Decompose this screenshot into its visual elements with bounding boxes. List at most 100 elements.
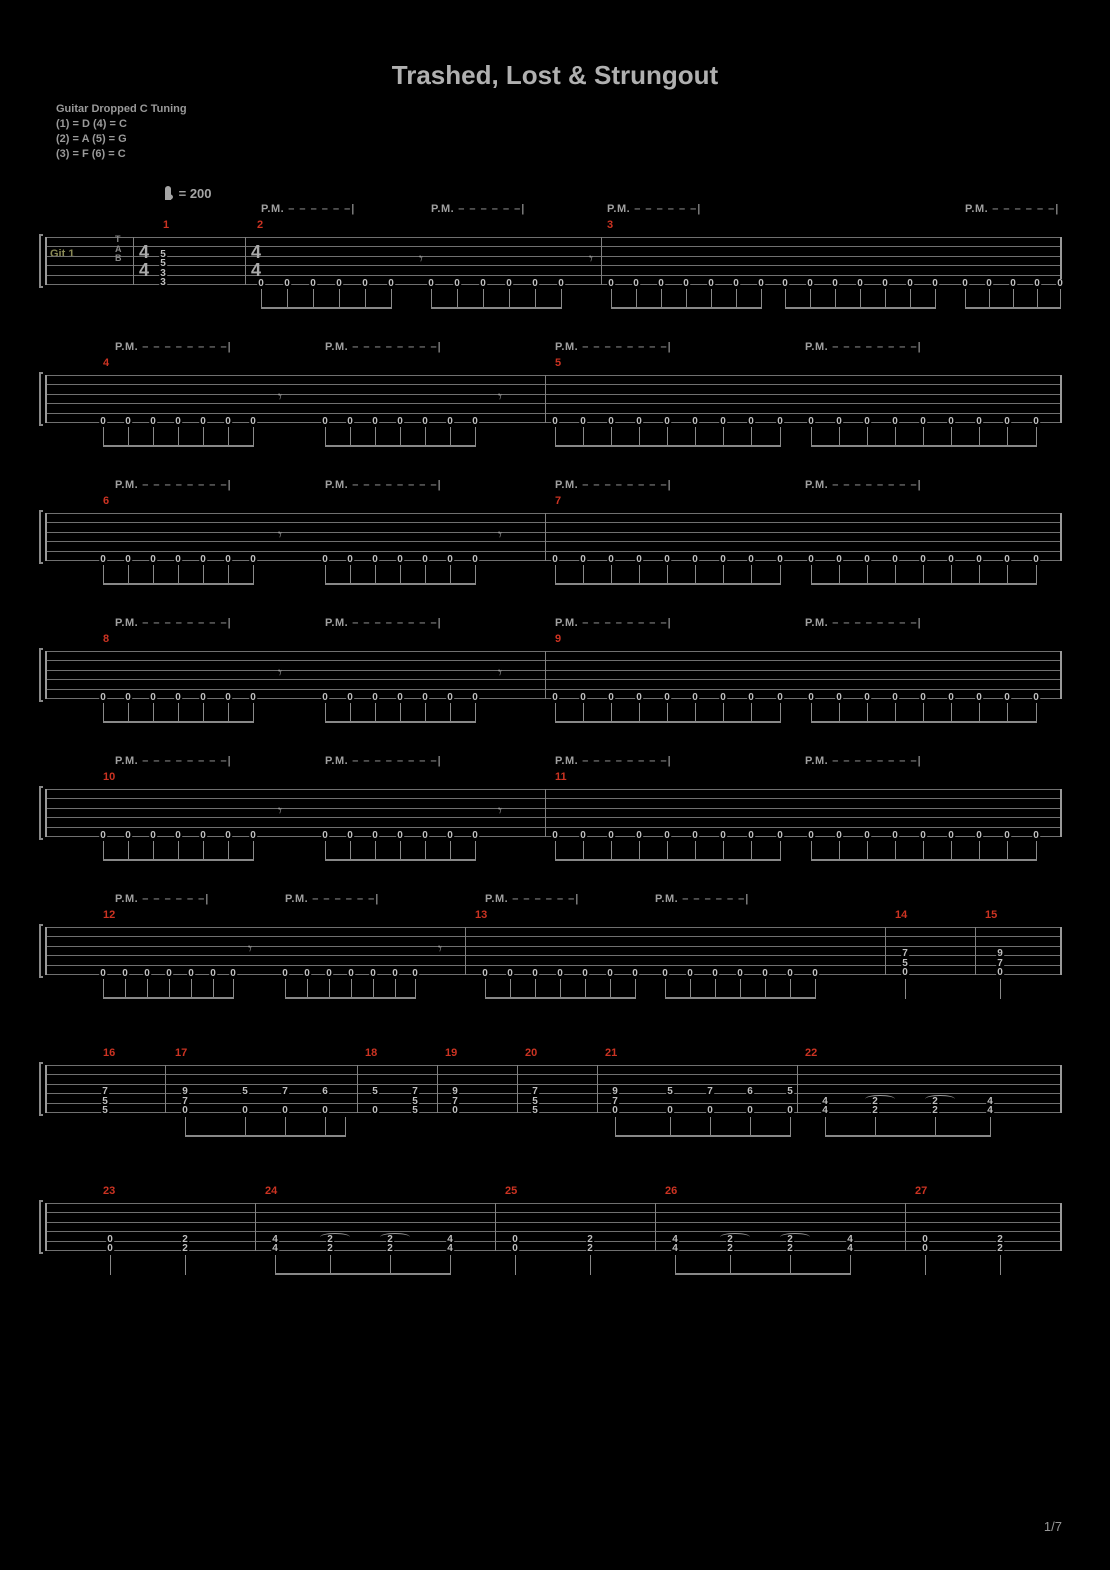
fret-number: 0 [446, 417, 454, 427]
measure-number: 25 [505, 1185, 517, 1197]
fret-number: 0 [174, 555, 182, 565]
fret-number: 0 [579, 831, 587, 841]
pm-label: P.M. [325, 755, 348, 767]
fret-number: 0 [391, 969, 399, 979]
fret-number: 0 [396, 831, 404, 841]
fret-number: 0 [732, 279, 740, 289]
fret-number: 0 [471, 555, 479, 565]
fret-number: 0 [607, 417, 615, 427]
fret-number: 0 [776, 417, 784, 427]
palm-mute-marking: P.M. – – – – – –| [431, 203, 525, 215]
fret-number: 0 [947, 555, 955, 565]
fret-number: 0 [551, 555, 559, 565]
fret-number: 0 [1033, 279, 1041, 289]
measure-number: 2 [257, 219, 263, 231]
pm-label: P.M. [115, 893, 138, 905]
fret-number: 0 [99, 831, 107, 841]
fret-number: 0 [807, 831, 815, 841]
fret-number: 0 [371, 1106, 379, 1116]
fret-number: 0 [579, 693, 587, 703]
fret-number: 0 [396, 417, 404, 427]
slur-icon [320, 1233, 350, 1241]
pm-label: P.M. [555, 341, 578, 353]
measure-number: 14 [895, 909, 907, 921]
measure-number: 10 [103, 771, 115, 783]
fret-number: 0 [901, 968, 909, 978]
palm-mute-marking: P.M. – – – – – – – –| [555, 479, 672, 491]
fret-number: 0 [346, 555, 354, 565]
pm-label: P.M. [805, 617, 828, 629]
fret-number: 0 [321, 1106, 329, 1116]
fret-number: 0 [471, 693, 479, 703]
fret-number: 2 [326, 1244, 334, 1254]
palm-mute-marking: P.M. – – – – – – – –| [325, 341, 442, 353]
palm-mute-marking: P.M. – – – – – –| [261, 203, 355, 215]
fret-number: 0 [446, 555, 454, 565]
pm-label: P.M. [607, 203, 630, 215]
fret-number: 0 [891, 417, 899, 427]
palm-mute-marking: P.M. – – – – – – – –| [115, 341, 232, 353]
measure-number: 20 [525, 1047, 537, 1059]
fret-number: 0 [511, 1244, 519, 1254]
measure-number: 1 [163, 219, 169, 231]
palm-mute-marking: P.M. – – – – – – – –| [325, 617, 442, 629]
fret-number: 2 [871, 1106, 879, 1116]
slur-icon [380, 1233, 410, 1241]
fret-number: 0 [686, 969, 694, 979]
palm-mute-marking: P.M. – – – – – – – –| [555, 617, 672, 629]
fret-number: 0 [635, 831, 643, 841]
fret-number: 0 [719, 831, 727, 841]
fret-number: 0 [691, 831, 699, 841]
fret-number: 0 [199, 693, 207, 703]
fret-number: 0 [321, 417, 329, 427]
fret-number: 0 [281, 969, 289, 979]
fret-number: 0 [663, 693, 671, 703]
fret-number: 0 [691, 417, 699, 427]
fret-number: 0 [919, 831, 927, 841]
fret-number: 0 [556, 969, 564, 979]
rest-icon: 𝄾 [498, 665, 502, 683]
fret-number: 0 [471, 417, 479, 427]
pm-label: P.M. [555, 479, 578, 491]
fret-number: 0 [174, 831, 182, 841]
measure-number: 11 [555, 771, 567, 783]
slur-icon [925, 1095, 955, 1103]
quarter-note-icon [165, 186, 171, 200]
fret-number: 0 [249, 693, 257, 703]
fret-number: 0 [174, 693, 182, 703]
pm-label: P.M. [285, 893, 308, 905]
fret-number: 0 [632, 279, 640, 289]
rest-icon: 𝄾 [278, 803, 282, 821]
fret-number: 0 [919, 693, 927, 703]
fret-number: 0 [346, 417, 354, 427]
fret-number: 0 [181, 1106, 189, 1116]
fret-number: 0 [781, 279, 789, 289]
fret-number: 0 [347, 969, 355, 979]
fret-number: 5 [786, 1087, 794, 1097]
fret-number: 0 [199, 555, 207, 565]
page-number: 1/7 [1044, 1519, 1062, 1534]
fret-number: 0 [427, 279, 435, 289]
fret-number: 0 [631, 969, 639, 979]
palm-mute-marking: P.M. – – – – – – – –| [555, 755, 672, 767]
fret-number: 0 [551, 417, 559, 427]
measure-number: 5 [555, 357, 561, 369]
fret-number: 0 [891, 831, 899, 841]
tuning-line-2: (2) = A (5) = G [56, 132, 187, 147]
rest-icon: 𝄾 [278, 389, 282, 407]
fret-number: 0 [387, 279, 395, 289]
fret-number: 5 [371, 1087, 379, 1097]
fret-number: 0 [1032, 417, 1040, 427]
fret-number: 0 [371, 831, 379, 841]
fret-number: 0 [975, 555, 983, 565]
fret-number: 0 [761, 969, 769, 979]
fret-number: 2 [386, 1244, 394, 1254]
fret-number: 0 [807, 555, 815, 565]
fret-number: 0 [996, 968, 1004, 978]
fret-number: 0 [149, 693, 157, 703]
fret-number: 0 [124, 693, 132, 703]
fret-number: 0 [325, 969, 333, 979]
pm-label: P.M. [325, 617, 348, 629]
tuning-line-3: (3) = F (6) = C [56, 147, 187, 162]
pm-label: P.M. [115, 479, 138, 491]
